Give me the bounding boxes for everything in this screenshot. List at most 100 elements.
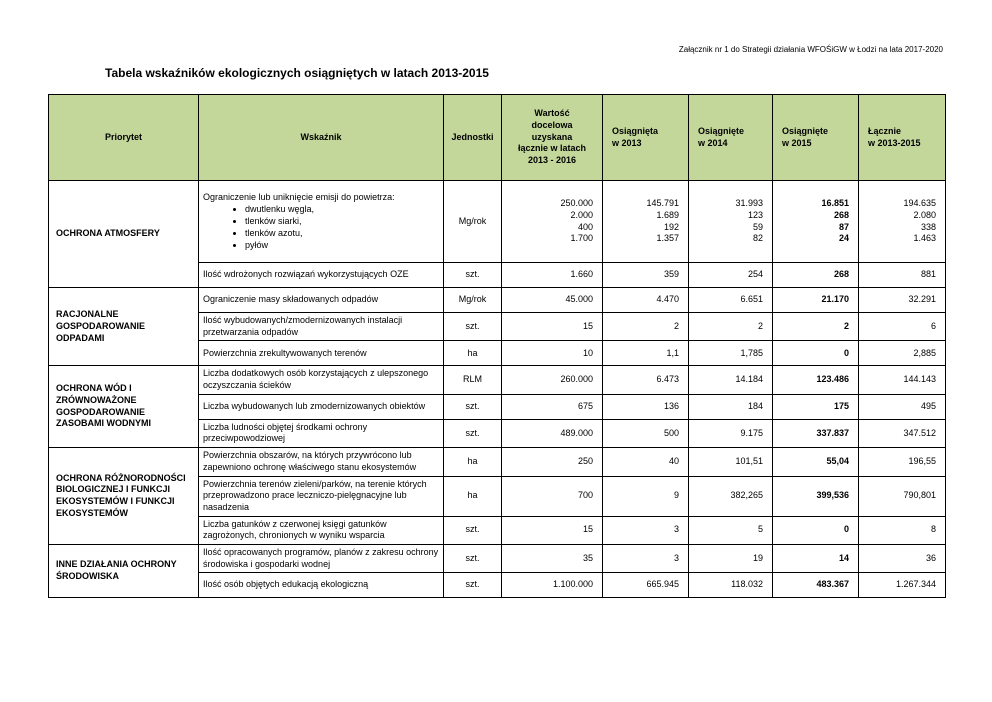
- table-row: Powierzchnia terenów zieleni/parków, na …: [49, 475, 946, 517]
- total-value-cell: 2,885: [858, 340, 946, 367]
- value-2014-cell: 9.175: [688, 418, 773, 449]
- value-2014-cell: 14.184: [688, 365, 773, 395]
- indicator-text: Powierzchnia zrekultywowanych terenów: [203, 347, 367, 358]
- unit-cell: szt.: [443, 418, 502, 449]
- unit-cell: ha: [443, 475, 502, 517]
- value-2015-cell: 483.367: [772, 572, 859, 599]
- target-value-cell: 250: [501, 447, 603, 477]
- value-2014-cell: 184: [688, 393, 773, 420]
- bullet-item: tlenków siarki,: [245, 216, 439, 228]
- value-2013-cell: 9: [602, 475, 689, 517]
- value-2013-cell: 3: [602, 515, 689, 545]
- priority-cell: OCHRONA RÓŻNORODNOŚCI BIOLOGICZNEJ I FUN…: [48, 447, 199, 545]
- indicator-cell: Liczba wybudowanych lub zmodernizowanych…: [198, 393, 444, 420]
- value-2013-cell: 500: [602, 418, 689, 449]
- value-2013-cell: 359: [602, 262, 689, 288]
- value-2015-cell: 2: [772, 311, 859, 342]
- table-row: OCHRONA WÓD I ZRÓWNOWAŻONE GOSPODAROWANI…: [48, 365, 946, 449]
- table-row: Liczba wybudowanych lub zmodernizowanych…: [49, 393, 946, 420]
- total-value-cell: 196,55: [858, 447, 946, 477]
- value-2014-cell: 382,265: [688, 475, 773, 517]
- table-row: Ilość wdrożonych rozwiązań wykorzystując…: [49, 262, 946, 288]
- value-2015-cell: 55,04: [772, 447, 859, 477]
- priority-cell: OCHRONA ATMOSFERY: [48, 180, 199, 288]
- column-header: Osiągnięte w 2014: [688, 94, 773, 181]
- value-2013-cell: 4.470: [602, 287, 689, 313]
- value-2014-cell: 254: [688, 262, 773, 288]
- indicator-text: Liczba ludności objętej środkami ochrony…: [203, 421, 368, 444]
- indicator-cell: Liczba gatunków z czerwonej księgi gatun…: [198, 515, 444, 545]
- unit-cell: szt.: [443, 572, 502, 599]
- column-header: Osiągnięta w 2013: [602, 94, 689, 181]
- column-header: Jednostki: [443, 94, 502, 181]
- value-2013-cell: 6.473: [602, 365, 689, 395]
- indicator-text: Liczba gatunków z czerwonej księgi gatun…: [203, 518, 387, 541]
- indicator-text: Ilość wybudowanych/zmodernizowanych inst…: [203, 315, 403, 337]
- target-value-cell: 15: [501, 311, 603, 342]
- value-2013-cell: 40: [602, 447, 689, 477]
- value-2014-cell: 19: [688, 543, 773, 574]
- indicator-text: Ilość opracowanych programów, planów z z…: [203, 546, 439, 569]
- unit-cell: szt.: [443, 393, 502, 420]
- indicator-text: Ilość osób objętych edukacją ekologiczną: [203, 579, 369, 590]
- total-value-cell: 194.635 2.080 338 1.463: [858, 180, 946, 263]
- target-value-cell: 250.000 2.000 400 1.700: [501, 180, 603, 263]
- total-value-cell: 6: [858, 311, 946, 342]
- page-title: Tabela wskaźników ekologicznych osiągnię…: [105, 66, 489, 80]
- target-value-cell: 675: [501, 393, 603, 420]
- value-2013-cell: 2: [602, 311, 689, 342]
- column-header: Łącznie w 2013-2015: [858, 94, 946, 181]
- value-2015-cell: 0: [772, 340, 859, 367]
- indicator-cell: Powierzchnia zrekultywowanych terenów: [198, 340, 444, 367]
- table-row: OCHRONA RÓŻNORODNOŚCI BIOLOGICZNEJ I FUN…: [48, 447, 946, 545]
- attachment-note: Załącznik nr 1 do Strategii działania WF…: [678, 45, 943, 54]
- unit-cell: RLM: [443, 365, 502, 395]
- table-body: OCHRONA ATMOSFERY Ograniczenie lub unikni…: [48, 180, 946, 599]
- indicator-text: Liczba wybudowanych lub zmodernizowanych…: [203, 400, 426, 411]
- indicator-cell: Ilość opracowanych programów, planów z z…: [198, 543, 444, 574]
- table-row: Liczba ludności objętej środkami ochrony…: [49, 418, 946, 449]
- column-header: Priorytet: [48, 94, 199, 181]
- table-row: INNE DZIAŁANIA OCHRONY ŚRODOWISKA Ilość o…: [48, 543, 946, 599]
- indicator-text: Powierzchnia terenów zieleni/parków, na …: [203, 478, 427, 512]
- unit-cell: szt.: [443, 543, 502, 574]
- priority-cell: INNE DZIAŁANIA OCHRONY ŚRODOWISKA: [48, 543, 199, 599]
- total-value-cell: 495: [858, 393, 946, 420]
- value-2014-cell: 101,51: [688, 447, 773, 477]
- value-2014-cell: 2: [688, 311, 773, 342]
- value-2014-cell: 118.032: [688, 572, 773, 599]
- total-value-cell: 8: [858, 515, 946, 545]
- priority-cell: OCHRONA WÓD I ZRÓWNOWAŻONE GOSPODAROWANI…: [48, 365, 199, 449]
- unit-cell: Mg/rok: [443, 287, 502, 313]
- target-value-cell: 1.660: [501, 262, 603, 288]
- indicator-text: Ograniczenie masy składowanych odpadów: [203, 294, 379, 305]
- column-header: Wartość docelowa uzyskana łącznie w lata…: [501, 94, 603, 181]
- total-value-cell: 790,801: [858, 475, 946, 517]
- value-2014-cell: 5: [688, 515, 773, 545]
- total-value-cell: 36: [858, 543, 946, 574]
- column-header: Wskaźnik: [198, 94, 444, 181]
- indicator-cell: Ilość wdrożonych rozwiązań wykorzystując…: [198, 262, 444, 288]
- unit-cell: ha: [443, 447, 502, 477]
- total-value-cell: 144.143: [858, 365, 946, 395]
- indicators-table: Priorytet Wskaźnik Jednostki Wartość docelo…: [48, 94, 946, 599]
- value-2015-cell: 16.851 268 87 24: [772, 180, 859, 263]
- indicator-cell: Powierzchnia terenów zieleni/parków, na …: [198, 475, 444, 517]
- header-row: Priorytet Wskaźnik Jednostki Wartość docelo…: [48, 94, 946, 181]
- value-2013-cell: 3: [602, 543, 689, 574]
- value-2013-cell: 1,1: [602, 340, 689, 367]
- target-value-cell: 10: [501, 340, 603, 367]
- unit-cell: szt.: [443, 262, 502, 288]
- bullet-list: dwutlenku węgla,tlenków siarki,tlenków a…: [203, 204, 439, 251]
- value-2015-cell: 337.837: [772, 418, 859, 449]
- value-2015-cell: 0: [772, 515, 859, 545]
- table-header: Priorytet Wskaźnik Jednostki Wartość docelo…: [48, 94, 946, 181]
- target-value-cell: 700: [501, 475, 603, 517]
- unit-cell: Mg/rok: [443, 180, 502, 263]
- indicator-cell: Ograniczenie masy składowanych odpadów: [198, 287, 444, 313]
- value-2014-cell: 6.651: [688, 287, 773, 313]
- table-row: Powierzchnia zrekultywowanych terenów ha 1…: [49, 340, 946, 367]
- indicator-cell: Ilość osób objętych edukacją ekologiczną: [198, 572, 444, 599]
- indicator-text: Ograniczenie lub uniknięcie emisji do po…: [203, 191, 395, 202]
